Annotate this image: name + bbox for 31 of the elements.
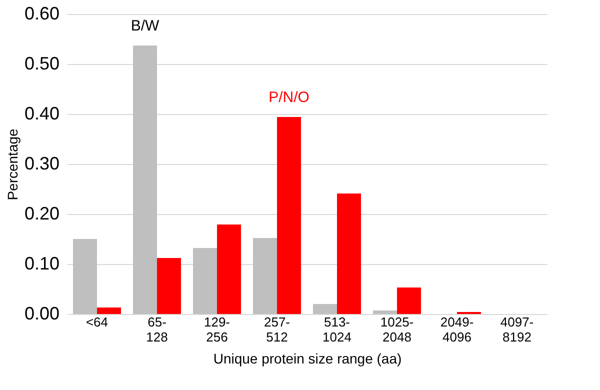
y-tick-label: 0.00 [24,304,60,324]
bar [73,239,97,314]
x-tick-label: 513-1024 [322,314,352,344]
y-axis-title: Percentage [4,128,20,200]
bar [217,224,241,314]
y-tick-label: 0.40 [24,104,60,124]
bar [313,304,337,314]
y-tick-label: 0.60 [24,4,60,24]
y-tick-label: 0.30 [24,154,60,174]
x-tick-label: 257-512 [264,314,290,344]
y-tick-label: 0.50 [24,54,60,74]
bar [253,238,277,314]
bar [133,46,157,314]
bar [397,288,421,314]
x-axis-title: Unique protein size range (aa) [213,350,402,366]
bar [157,258,181,314]
x-tick-label: 129-256 [204,314,230,344]
bar [373,310,397,314]
series-label: B/W [130,18,160,34]
x-tick-label: 1025-2048 [380,314,414,344]
bar [97,308,121,314]
x-tick-label: 2049-4096 [440,314,474,344]
series-label: P/N/O [268,89,310,106]
x-tick-label: 65-128 [146,314,168,344]
bar [277,117,301,314]
x-tick-label: 4097-8192 [500,314,534,344]
bar [337,194,361,314]
x-tick-label: <64 [86,314,108,330]
bar [193,248,217,314]
y-tick-label: 0.10 [24,254,60,274]
y-tick-label: 0.20 [24,204,60,224]
